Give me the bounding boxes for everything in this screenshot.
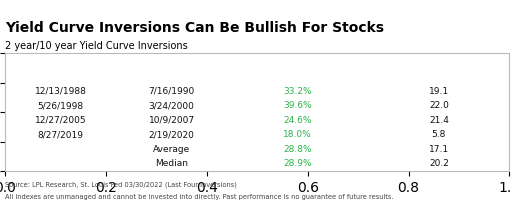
- Text: Yield Curve Inversions Can Be Bullish For Stocks: Yield Curve Inversions Can Be Bullish Fo…: [5, 21, 384, 35]
- Text: 28.8%: 28.8%: [283, 145, 312, 154]
- Text: Months Till Bull
Market Peak: Months Till Bull Market Peak: [399, 59, 479, 78]
- Text: 5.8: 5.8: [432, 130, 446, 139]
- Text: 5/26/1998: 5/26/1998: [37, 101, 83, 110]
- Text: 2 year/10 year Yield Curve Inversions: 2 year/10 year Yield Curve Inversions: [5, 41, 188, 51]
- Text: 20.2: 20.2: [429, 159, 449, 168]
- Text: 17.1: 17.1: [429, 145, 449, 154]
- Text: 19.1: 19.1: [429, 87, 449, 96]
- Text: All indexes are unmanaged and cannot be invested into directly. Past performance: All indexes are unmanaged and cannot be …: [5, 194, 394, 200]
- Text: 21.4: 21.4: [429, 116, 449, 125]
- Text: 39.6%: 39.6%: [283, 101, 312, 110]
- Text: 8/27/2019: 8/27/2019: [37, 130, 83, 139]
- Text: 28.9%: 28.9%: [283, 159, 312, 168]
- Text: 22.0: 22.0: [429, 101, 449, 110]
- Text: 18.0%: 18.0%: [283, 130, 312, 139]
- Text: 3/24/2000: 3/24/2000: [148, 101, 195, 110]
- Text: 10/9/2007: 10/9/2007: [148, 116, 195, 125]
- Text: 33.2%: 33.2%: [283, 87, 312, 96]
- Text: Date of
Inversion: Date of Inversion: [37, 59, 84, 78]
- Text: Average: Average: [153, 145, 190, 154]
- Text: 12/27/2005: 12/27/2005: [35, 116, 87, 125]
- Text: Bull Market Peak
Date: Bull Market Peak Date: [128, 59, 215, 78]
- Text: Source: LPL Research, St. Louis Fed 03/30/2022 (Last Four Inversions): Source: LPL Research, St. Louis Fed 03/3…: [5, 181, 237, 188]
- Text: Median: Median: [155, 159, 188, 168]
- Text: 2/19/2020: 2/19/2020: [148, 130, 195, 139]
- Text: 12/13/1988: 12/13/1988: [35, 87, 87, 96]
- Text: 7/16/1990: 7/16/1990: [148, 87, 195, 96]
- Text: S&P 500  Index
Return: S&P 500 Index Return: [259, 59, 336, 78]
- Text: 24.6%: 24.6%: [283, 116, 312, 125]
